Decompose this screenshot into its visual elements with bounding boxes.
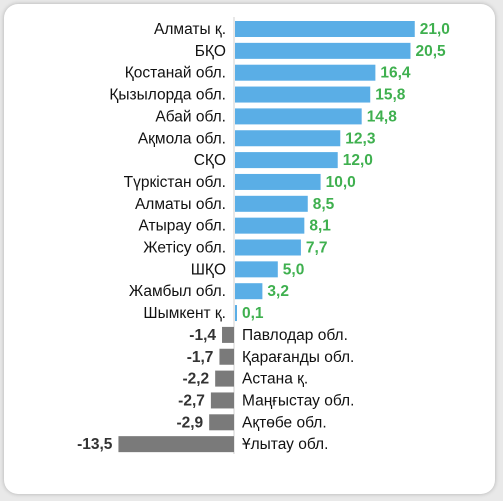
data-label: -1,4 — [189, 327, 216, 344]
bar — [215, 370, 234, 387]
category-label: ШҚО — [191, 261, 226, 278]
bar — [210, 392, 234, 409]
bar — [219, 348, 234, 365]
category-label: Маңғыстау обл. — [242, 392, 354, 409]
data-label: 15,8 — [375, 87, 406, 104]
category-label: Алматы қ. — [154, 21, 226, 38]
data-label: 14,8 — [367, 108, 398, 125]
chart-card: Алматы қ. 21,0 БҚО 20,5 Қостанай обл. 16,4 Қыз… — [4, 4, 495, 494]
data-label: 16,4 — [380, 65, 411, 82]
bar — [235, 217, 305, 234]
category-label: Жамбыл обл. — [129, 283, 226, 300]
bar — [235, 239, 301, 256]
data-label: 12,0 — [343, 152, 373, 169]
data-label: 10,0 — [326, 174, 356, 191]
data-label: -2,2 — [182, 371, 209, 388]
bar — [118, 436, 234, 453]
bar — [209, 414, 234, 431]
category-label: БҚО — [195, 43, 226, 60]
bar — [235, 261, 278, 278]
category-label: Жетісу обл. — [143, 240, 226, 257]
data-label: 3,2 — [267, 283, 289, 300]
bar — [235, 21, 415, 37]
category-label: Ұлытау обл. — [242, 436, 328, 453]
bar — [235, 195, 308, 212]
bar — [235, 305, 237, 322]
data-label: 7,7 — [306, 240, 328, 257]
category-label: СҚО — [194, 152, 226, 169]
bar — [235, 173, 321, 190]
category-label: Ақтөбе обл. — [242, 414, 327, 431]
bar — [235, 64, 376, 81]
data-label: -2,9 — [176, 414, 203, 431]
category-label: Астана қ. — [242, 371, 308, 388]
data-label: -1,7 — [187, 349, 214, 366]
data-label: 0,1 — [242, 305, 264, 322]
data-label: 5,0 — [283, 261, 305, 278]
category-label: Павлодар обл. — [242, 327, 348, 344]
category-label: Қостанай обл. — [125, 65, 226, 82]
bar-chart: Алматы қ. 21,0 БҚО 20,5 Қостанай обл. 16,4 Қыз… — [77, 17, 450, 454]
category-label: Түркістан обл. — [124, 174, 226, 191]
category-label: Қарағанды обл. — [242, 349, 354, 366]
category-label: Ақмола обл. — [138, 130, 226, 147]
data-label: 8,5 — [313, 196, 335, 213]
category-label: Шымкент қ. — [143, 305, 226, 322]
data-label: 8,1 — [309, 218, 331, 235]
bar — [222, 326, 234, 343]
data-label: -2,7 — [178, 392, 205, 409]
data-label: -13,5 — [77, 436, 113, 453]
data-label: 12,3 — [345, 130, 376, 147]
category-label: Алматы обл. — [135, 196, 226, 213]
data-label: 20,5 — [415, 43, 446, 60]
bar — [235, 108, 362, 125]
bar — [235, 86, 371, 103]
bar — [235, 152, 338, 169]
bar — [235, 42, 411, 59]
bar — [235, 130, 341, 147]
category-label: Қызылорда обл. — [109, 87, 226, 104]
bar — [235, 283, 263, 300]
category-label: Атырау обл. — [138, 218, 226, 235]
data-label: 21,0 — [420, 21, 450, 38]
category-label: Абай обл. — [155, 108, 226, 125]
